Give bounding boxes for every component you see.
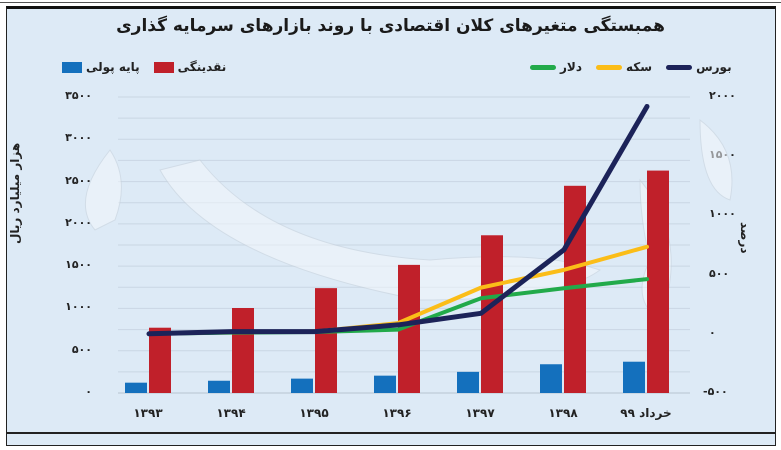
liquidity-bar <box>315 288 337 393</box>
liquidity-bar <box>398 264 420 393</box>
liquidity-bar <box>647 170 669 393</box>
left-tick-label: ۳۰۰۰ <box>65 131 92 145</box>
red-bar-swatch-icon <box>153 61 174 73</box>
line-series <box>146 103 650 337</box>
monetary-base-bar <box>374 375 396 393</box>
yellow-line-swatch-icon <box>596 64 623 70</box>
legend-item-monetary-base: پایه پولی <box>62 60 140 74</box>
left-tick-label: ۲۵۰۰ <box>65 173 92 187</box>
liquidity-bar <box>481 235 503 393</box>
left-tick-label: ۰ <box>85 385 92 398</box>
right-tick-label: ۰ <box>709 325 716 339</box>
legend-item-liquidity: نقدینگی <box>153 60 227 74</box>
monetary-base-bar <box>208 380 230 393</box>
monetary-base-bar <box>457 371 479 393</box>
right-tick-label: ۱۰۰۰ <box>709 207 736 221</box>
monetary-base-bar <box>125 382 147 393</box>
x-axis-baseline <box>6 432 776 434</box>
monetary-base-bar <box>291 378 313 393</box>
x-tick-label: ۱۳۹۸ <box>548 406 578 420</box>
x-tick-label: ۱۳۹۶ <box>382 406 412 420</box>
x-tick-label: ۱۳۹۴ <box>216 406 246 420</box>
right-tick-label: ۵۰۰ <box>709 266 730 280</box>
legend-label: پایه پولی <box>86 60 140 74</box>
right-tick-label: ۲۰۰۰ <box>709 89 736 102</box>
green-line-swatch-icon <box>530 64 556 70</box>
legend-item-dollar: دلار <box>530 60 582 74</box>
navy-line-swatch-icon <box>666 64 693 70</box>
x-tick-label: ۱۳۹۵ <box>299 406 329 420</box>
legend-label: دلار <box>560 60 583 74</box>
line-بورس <box>146 103 650 337</box>
bar-legend: نقدینگی پایه پولی <box>62 60 226 74</box>
legend-item-coin: سکه <box>596 60 652 74</box>
bar-series <box>125 170 669 393</box>
liquidity-bar <box>149 327 171 393</box>
legend-label: بورس <box>696 60 732 74</box>
legend-label: نقدینگی <box>177 60 227 74</box>
x-tick-label: خرداد ۹۹ <box>620 406 672 420</box>
blue-bar-swatch-icon <box>62 61 82 73</box>
monetary-base-bar <box>623 361 645 393</box>
right-tick-label: -۵۰۰ <box>703 385 728 398</box>
x-tick-label: ۱۳۹۷ <box>465 406 495 420</box>
left-tick-label: ۱۰۰۰ <box>65 300 92 314</box>
line-legend: بورس سکه دلار <box>530 60 732 74</box>
x-tick-label: ۱۳۹۳ <box>133 406 163 420</box>
monetary-base-bar <box>540 364 562 393</box>
left-tick-label: ۲۰۰۰ <box>65 215 92 229</box>
top-rule <box>0 2 781 3</box>
chart-title: همبستگی متغیرهای کلان اقتصادی با روند با… <box>116 16 665 36</box>
legend-label: سکه <box>626 60 653 74</box>
left-tick-label: ۵۰۰ <box>71 342 92 356</box>
liquidity-bar <box>232 308 254 393</box>
left-tick-label: ۱۵۰۰ <box>65 258 92 272</box>
legend-item-bourse: بورس <box>666 60 732 74</box>
left-tick-label: ۳۵۰۰ <box>65 89 92 102</box>
